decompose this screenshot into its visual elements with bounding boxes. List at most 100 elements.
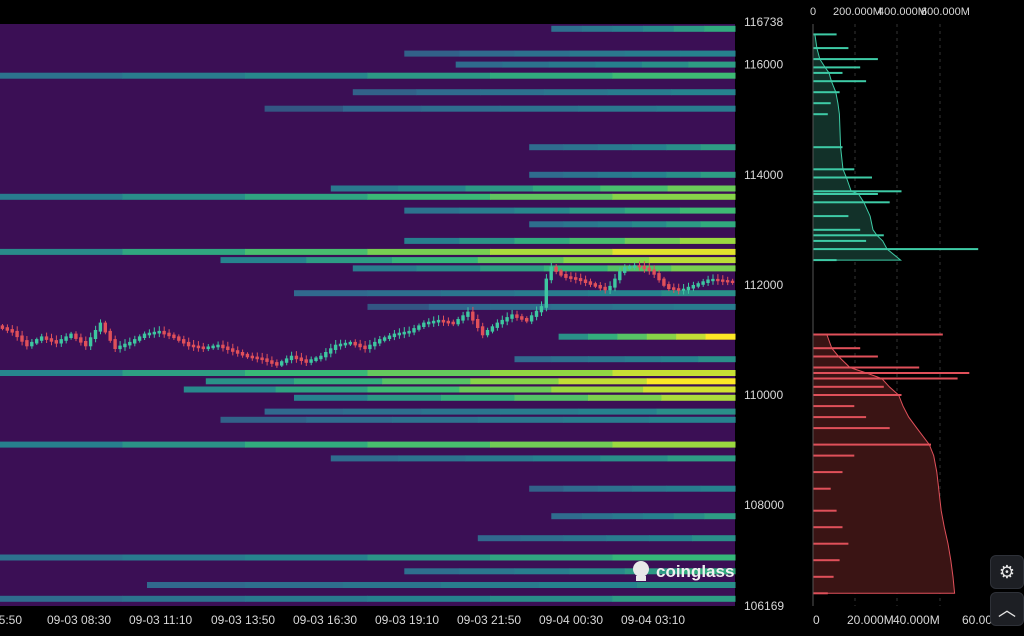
bid-bar-10 xyxy=(813,427,890,430)
liquidation-level-16-seg-3 xyxy=(514,290,589,297)
bid-bar-19 xyxy=(813,575,834,578)
liquidation-level-11-seg-3 xyxy=(632,221,667,228)
bid-bar-17 xyxy=(813,542,849,545)
candle-body-141 xyxy=(691,285,695,289)
bid-bar-18 xyxy=(813,559,840,562)
liquidation-level-33-seg-5 xyxy=(637,582,736,588)
liquidation-level-18-seg-2 xyxy=(617,333,648,340)
candle-body-26 xyxy=(128,341,132,346)
liquidation-level-3-seg-1 xyxy=(122,72,246,79)
liquidation-level-24-seg-4 xyxy=(578,408,658,415)
candle-body-97 xyxy=(476,319,480,328)
depth-top-tick-3: 600.000M xyxy=(921,6,970,18)
liquidation-level-10-seg-2 xyxy=(514,207,571,214)
candle-body-94 xyxy=(461,315,465,321)
liquidation-level-12-seg-2 xyxy=(514,237,571,244)
candle-body-58 xyxy=(284,358,289,363)
liquidation-level-2-seg-1 xyxy=(502,61,550,68)
liquidation-level-19-seg-0 xyxy=(514,356,552,363)
liquidation-level-17-seg-2 xyxy=(490,303,552,310)
candle-body-8 xyxy=(39,336,44,341)
liquidation-level-2-seg-5 xyxy=(688,61,736,68)
liquidation-level-18-seg-0 xyxy=(558,333,589,340)
settings-button[interactable]: ⚙ xyxy=(990,555,1024,589)
candle-body-74 xyxy=(363,345,367,350)
candle-body-95 xyxy=(466,311,470,317)
candle-body-112 xyxy=(549,266,553,281)
ask-bar-0 xyxy=(813,33,837,36)
candle-body-37 xyxy=(182,339,186,344)
liquidation-level-34-seg-4 xyxy=(490,595,613,602)
liquidation-level-29-seg-5 xyxy=(704,513,736,520)
candle-body-120 xyxy=(588,281,593,285)
ask-bar-1 xyxy=(813,47,849,50)
candle-body-104 xyxy=(510,314,514,319)
candle-body-113 xyxy=(554,266,558,272)
candle-body-14 xyxy=(69,333,73,338)
x-tick-label-3: 09-03 13:50 xyxy=(211,613,275,627)
candle-body-47 xyxy=(231,348,235,352)
candle-body-30 xyxy=(147,332,152,336)
liquidation-level-11-seg-0 xyxy=(529,221,564,228)
candle-body-149 xyxy=(730,280,735,283)
candle-body-5 xyxy=(25,340,29,347)
bid-bar-4 xyxy=(813,372,970,374)
liquidation-level-16-seg-1 xyxy=(367,290,442,297)
liquidation-level-10-seg-0 xyxy=(404,207,460,214)
liquidation-level-18-seg-5 xyxy=(705,333,736,340)
liquidation-level-14-seg-2 xyxy=(392,257,479,264)
bid-bar-6 xyxy=(813,385,884,388)
candle-body-142 xyxy=(696,283,700,287)
liquidation-level-4-seg-5 xyxy=(671,89,736,96)
candle-body-73 xyxy=(358,343,362,348)
candle-body-69 xyxy=(338,343,343,347)
candle-body-56 xyxy=(275,362,279,366)
liquidation-level-1-seg-5 xyxy=(679,50,736,57)
liquidation-level-18-seg-1 xyxy=(588,333,618,340)
candle-body-80 xyxy=(392,333,397,338)
liquidation-level-27-seg-3 xyxy=(532,455,601,462)
liquidation-level-30-seg-5 xyxy=(692,535,736,542)
candle-body-40 xyxy=(196,345,201,349)
candle-body-98 xyxy=(480,326,485,336)
candle-body-22 xyxy=(108,330,112,341)
scroll-top-button[interactable]: ︿ xyxy=(990,592,1024,626)
coinglass-logo-base xyxy=(636,576,646,581)
candle-body-44 xyxy=(216,344,220,348)
depth-top-tick-1: 200.000M xyxy=(833,6,882,18)
liquidation-level-32-seg-3 xyxy=(569,568,626,575)
liquidation-level-23-seg-1 xyxy=(367,394,442,401)
liquidation-level-7-seg-0 xyxy=(529,171,564,178)
x-tick-label-1: 09-03 08:30 xyxy=(47,613,111,627)
bid-bar-2 xyxy=(813,355,878,358)
candle-body-134 xyxy=(657,273,661,281)
liquidation-level-3-seg-5 xyxy=(612,72,736,79)
candle-body-146 xyxy=(716,278,720,282)
y-tick-top-label: 116738 xyxy=(744,15,783,29)
liquidation-level-11-seg-1 xyxy=(563,221,599,228)
candle-body-60 xyxy=(294,355,299,360)
candle-body-138 xyxy=(676,288,681,291)
liquidation-level-20-seg-5 xyxy=(612,370,736,376)
ask-bar-15 xyxy=(813,215,849,218)
liquidation-level-34-seg-3 xyxy=(367,595,491,602)
liquidation-level-29-seg-2 xyxy=(612,513,644,520)
liquidation-level-28-seg-3 xyxy=(632,485,667,492)
candle-body-135 xyxy=(662,278,666,286)
liquidation-level-5-seg-3 xyxy=(499,105,579,112)
candle-body-91 xyxy=(446,320,450,324)
liquidation-level-15-seg-5 xyxy=(671,265,736,272)
liquidation-level-32-seg-5 xyxy=(679,568,736,575)
bid-cumulative-area xyxy=(812,334,956,594)
liquidation-level-24-seg-1 xyxy=(343,408,422,415)
bid-bar-13 xyxy=(813,471,843,474)
candle-body-82 xyxy=(402,331,406,335)
candle-body-45 xyxy=(221,344,225,349)
liquidation-level-12-seg-0 xyxy=(404,237,460,244)
candle-body-34 xyxy=(167,332,171,337)
candle-body-114 xyxy=(559,270,563,276)
liquidation-level-16-seg-5 xyxy=(661,290,736,297)
candle-body-137 xyxy=(672,287,676,290)
liquidation-level-8-seg-2 xyxy=(465,185,534,192)
depth-bottom-tick-2: 40.000M xyxy=(893,613,940,627)
